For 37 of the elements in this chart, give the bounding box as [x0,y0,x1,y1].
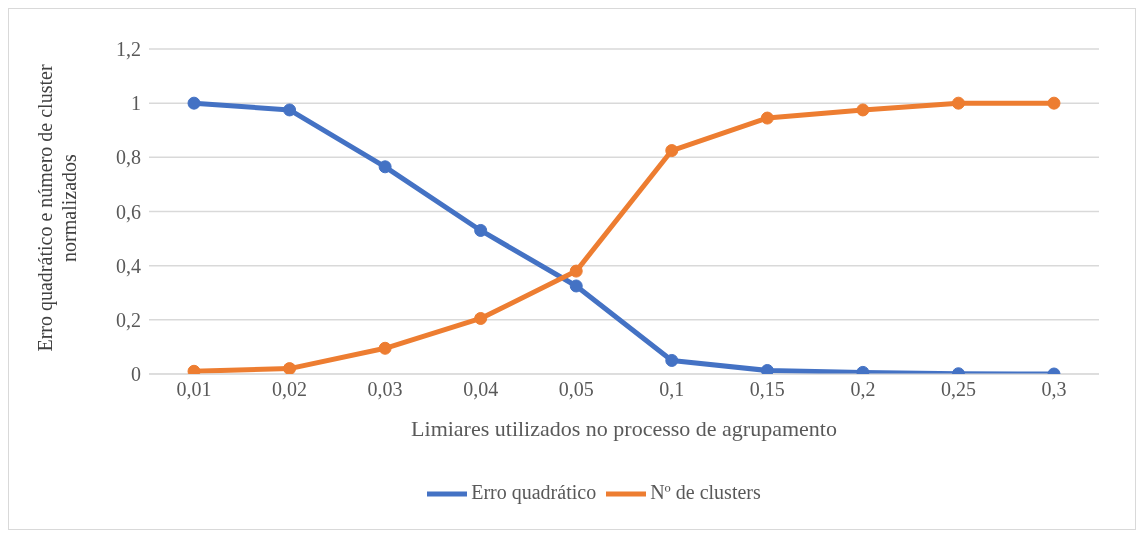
x-tick-label: 0,05 [558,378,594,401]
x-axis-title: Limiares utilizados no processo de agrupamento [411,416,837,441]
x-tick-label: 0,25 [940,378,976,401]
point [665,353,679,367]
y-tick-label: 0 [131,363,141,386]
x-tick-label: 0,02 [272,378,308,401]
point [951,96,965,110]
point [856,103,870,117]
x-tick-label: 0,3 [1041,378,1067,401]
point [187,96,201,110]
x-tick-label: 0,15 [749,378,785,401]
legend-label: Erro quadrático [471,480,597,503]
point [474,223,488,237]
point [760,111,774,125]
point [283,103,297,117]
point [665,144,679,158]
y-tick-label: 0,8 [116,146,141,169]
point [569,279,583,293]
point [474,311,488,325]
point [760,363,774,374]
point [1047,96,1061,110]
x-tick-label: 0,03 [367,378,403,401]
point [378,341,392,355]
y-axis-title: Erro quadrático e número de cluster normalizados [33,63,81,354]
y-tick-label: 1,2 [116,38,141,61]
point [378,160,392,174]
x-tick-label: 0,01 [176,378,212,401]
y-tick-label: 1 [131,92,141,115]
y-tick-label: 0,2 [116,308,141,331]
y-tick-label: 0,4 [116,254,141,277]
y-tick-label: 0,6 [116,200,141,223]
legend-label: Nº de clusters [650,480,761,503]
x-tick-label: 0,2 [850,378,876,401]
x-tick-label: 0,1 [659,378,685,401]
point [569,264,583,278]
point [283,362,297,374]
x-tick-label: 0,04 [463,378,499,401]
